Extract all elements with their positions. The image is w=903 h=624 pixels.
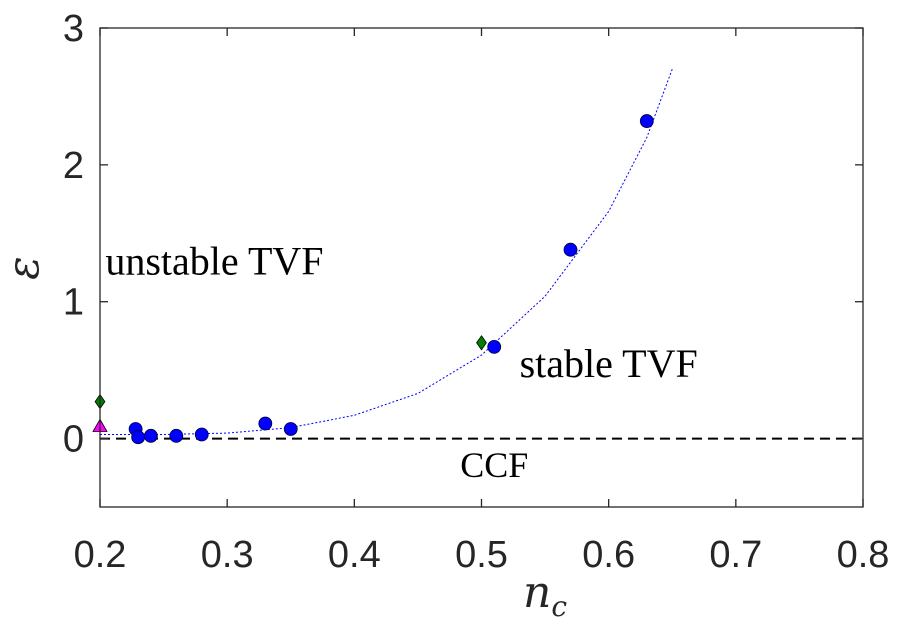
- data-point-circle-5: [258, 416, 273, 431]
- axis-labels-layer: nc ε: [0, 256, 567, 623]
- region-label-0: unstable TVF: [105, 238, 323, 283]
- plot-background: [100, 28, 863, 507]
- x-tick-label: 0.2: [74, 534, 127, 576]
- data-point-diamond-1: [476, 335, 487, 351]
- data-point-circle-6: [283, 422, 298, 436]
- y-tick-label: 3: [63, 8, 84, 50]
- region-label-2: CCF: [460, 445, 528, 485]
- data-point-circle-1: [131, 430, 146, 445]
- x-tick-label: 0.6: [582, 534, 635, 576]
- y-tick-label: 2: [63, 145, 84, 187]
- x-tick-label: 0.5: [455, 534, 508, 576]
- plot-area: [100, 28, 863, 507]
- data-point-circle-3: [169, 428, 184, 443]
- x-tick-label: 0.8: [837, 534, 890, 576]
- x-tick-label: 0.7: [709, 534, 762, 576]
- region-label-1: stable TVF: [520, 341, 698, 386]
- x-axis-label: nc: [523, 567, 567, 623]
- y-tick-label: 1: [63, 282, 84, 324]
- annotations-layer: unstable TVF stable TVF CCF: [105, 238, 697, 485]
- x-tick-label: 0.4: [328, 534, 381, 576]
- y-tick-label: 0: [63, 419, 84, 461]
- data-point-circle-2: [143, 428, 158, 443]
- axes-layer: 0.2 0.3 0.4 0.5 0.6 0.7 0.8 0 1 2 3: [63, 8, 890, 576]
- y-axis-label: ε: [0, 256, 49, 280]
- x-axis-label-main: n: [523, 567, 551, 618]
- data-point-circle-4: [194, 427, 209, 442]
- x-axis-label-subscript: c: [551, 590, 567, 623]
- x-tick-label: 0.3: [201, 534, 254, 576]
- data-point-circle-7: [487, 339, 502, 354]
- data-point-circle-9: [639, 114, 654, 128]
- data-point-circle-8: [563, 242, 578, 257]
